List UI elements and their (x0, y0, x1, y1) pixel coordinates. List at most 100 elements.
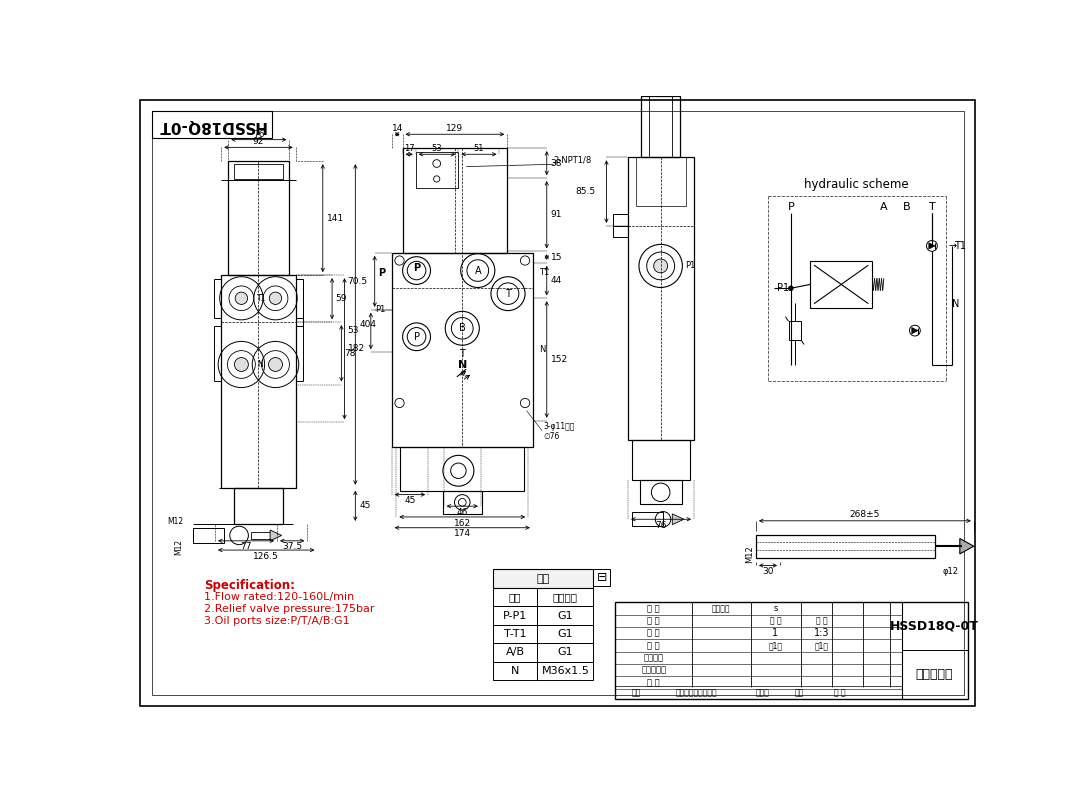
Bar (443, 491, 482, 514)
Text: 404: 404 (359, 320, 376, 329)
Polygon shape (912, 327, 918, 334)
Text: 92: 92 (252, 137, 264, 147)
Text: B: B (459, 323, 466, 334)
Bar (789, 322, 801, 340)
Bar (632, 512, 663, 526)
Circle shape (270, 292, 282, 304)
Bar (640, 480, 682, 504)
Bar (641, 96, 680, 157)
Bar (537, 606, 593, 625)
Text: T: T (505, 289, 511, 298)
Text: 59: 59 (335, 294, 347, 303)
Bar (416, 152, 458, 188)
Text: 标准化审查: 标准化审查 (641, 666, 666, 674)
Text: M36x1.5: M36x1.5 (542, 666, 590, 676)
Text: 70.5: 70.5 (347, 277, 368, 286)
Text: T: T (928, 203, 936, 212)
Text: 标记: 标记 (632, 688, 641, 697)
Text: M12: M12 (174, 539, 183, 555)
Text: 2.Relief valve pressure:175bar: 2.Relief valve pressure:175bar (205, 604, 374, 614)
Text: T1: T1 (953, 241, 966, 251)
Text: 美制螺纹: 美制螺纹 (553, 592, 578, 602)
Text: 45: 45 (405, 496, 416, 505)
Text: 批 准: 批 准 (833, 688, 845, 697)
Bar (537, 625, 593, 643)
Text: 268±5: 268±5 (850, 510, 880, 519)
Text: Specification:: Specification: (205, 579, 295, 592)
Text: A: A (474, 266, 481, 275)
Bar (221, 275, 296, 488)
Bar (399, 447, 524, 491)
Text: 53: 53 (432, 144, 443, 153)
Bar (151, 111, 272, 138)
Text: 1:3: 1:3 (814, 628, 830, 638)
Bar (392, 253, 533, 447)
Text: N: N (458, 360, 467, 370)
Bar (250, 531, 270, 539)
Text: 152: 152 (551, 355, 568, 364)
Text: 162: 162 (454, 519, 471, 527)
Bar (613, 215, 628, 238)
Text: P1: P1 (685, 262, 696, 271)
Bar (537, 588, 593, 606)
Circle shape (235, 292, 248, 304)
Text: 14: 14 (392, 124, 403, 133)
Text: 45: 45 (359, 501, 371, 510)
Text: 日期: 日期 (794, 688, 804, 697)
Text: 15: 15 (551, 253, 562, 262)
Text: 比 例: 比 例 (816, 616, 828, 626)
Text: 76: 76 (254, 130, 264, 139)
Text: G1: G1 (557, 647, 573, 658)
Text: B: B (903, 203, 911, 212)
Text: 描 图: 描 图 (647, 629, 660, 638)
Text: 更改内容或更改依据: 更改内容或更改依据 (676, 688, 717, 697)
Bar (537, 643, 593, 662)
Polygon shape (929, 243, 935, 249)
Polygon shape (960, 539, 974, 554)
Text: 工艺检查: 工艺检查 (644, 654, 664, 662)
Text: T: T (459, 349, 466, 359)
Bar (632, 440, 690, 480)
Bar (493, 606, 537, 625)
Bar (593, 569, 610, 587)
Text: G1: G1 (557, 629, 573, 639)
Text: G1: G1 (557, 610, 573, 621)
Text: ⊟: ⊟ (596, 571, 607, 584)
Text: 审 批: 审 批 (647, 678, 660, 687)
Bar (493, 643, 537, 662)
Text: 2-NPT1/8: 2-NPT1/8 (554, 156, 592, 165)
Text: 17: 17 (404, 144, 415, 153)
Text: 更改人: 更改人 (755, 688, 769, 697)
Text: P: P (413, 263, 420, 273)
Bar (650, 96, 672, 157)
Text: 44: 44 (551, 276, 561, 285)
Text: P1: P1 (375, 305, 385, 314)
Bar (493, 625, 537, 643)
Bar (234, 488, 283, 523)
Text: 1: 1 (772, 628, 778, 638)
Text: 设 计: 设 计 (647, 604, 660, 613)
Text: 182: 182 (348, 344, 366, 354)
Bar (403, 148, 507, 253)
Text: ∅76: ∅76 (544, 432, 560, 440)
Text: M12: M12 (168, 517, 183, 526)
Text: 3.Oil ports size:P/T/A/B:G1: 3.Oil ports size:P/T/A/B:G1 (205, 615, 350, 626)
Text: 30: 30 (763, 567, 774, 576)
Text: 129: 129 (446, 124, 463, 133)
Circle shape (234, 358, 248, 371)
Text: A: A (880, 203, 888, 212)
Text: P1: P1 (777, 283, 789, 293)
Text: s: s (774, 604, 778, 613)
Bar (537, 662, 593, 680)
Circle shape (269, 358, 283, 371)
Text: N: N (539, 346, 545, 354)
Text: 53: 53 (347, 326, 359, 335)
Text: P: P (788, 203, 794, 212)
Circle shape (789, 286, 793, 290)
Text: 1.Flow rated:120-160L/min: 1.Flow rated:120-160L/min (205, 592, 355, 602)
Text: 3-φ11通孔: 3-φ11通孔 (544, 422, 576, 432)
Text: N: N (952, 298, 960, 309)
Bar (615, 602, 967, 699)
Bar (493, 662, 537, 680)
Circle shape (654, 259, 668, 273)
